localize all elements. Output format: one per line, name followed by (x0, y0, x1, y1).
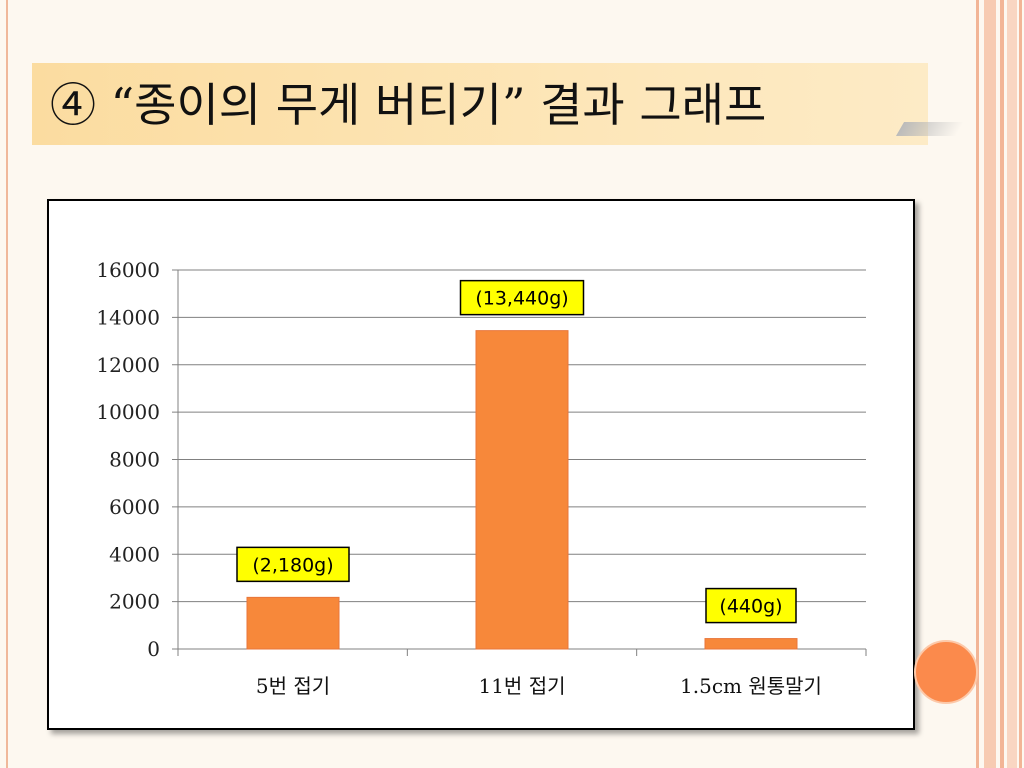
data-label-box (705, 587, 797, 624)
data-label-text: (440g) (719, 596, 782, 618)
y-tick-label: 10000 (96, 400, 160, 424)
y-tick-label: 0 (147, 637, 160, 661)
y-tick-label: 6000 (109, 495, 160, 519)
y-tick-label: 12000 (96, 353, 160, 377)
right-decorative-stripes (976, 0, 1024, 768)
bar (475, 330, 569, 650)
data-label: (13,440g) (459, 279, 585, 316)
x-category-label: 11번 접기 (478, 674, 565, 698)
decorative-circle (914, 640, 978, 704)
data-label-text: (2,180g) (252, 554, 333, 576)
y-tick-label: 2000 (109, 590, 160, 614)
x-category-label: 5번 접기 (256, 674, 330, 698)
data-label: (2,180g) (236, 546, 350, 583)
data-label-box (236, 546, 350, 583)
y-tick-label: 8000 (109, 448, 160, 472)
data-label-box (459, 279, 585, 316)
data-label-text: (13,440g) (475, 288, 568, 310)
title-bar (32, 63, 928, 145)
data-label: (440g) (705, 587, 797, 624)
left-border-line (6, 0, 8, 768)
y-tick-label: 16000 (96, 258, 160, 282)
bar (704, 638, 798, 650)
y-tick-label: 14000 (96, 305, 160, 329)
y-tick-label: 4000 (109, 542, 160, 566)
x-category-label: 1.5cm 원통말기 (680, 674, 822, 698)
bar (246, 596, 340, 650)
slide-title: ④ “종이의 무게 버티기” 결과 그래프 (50, 78, 767, 132)
